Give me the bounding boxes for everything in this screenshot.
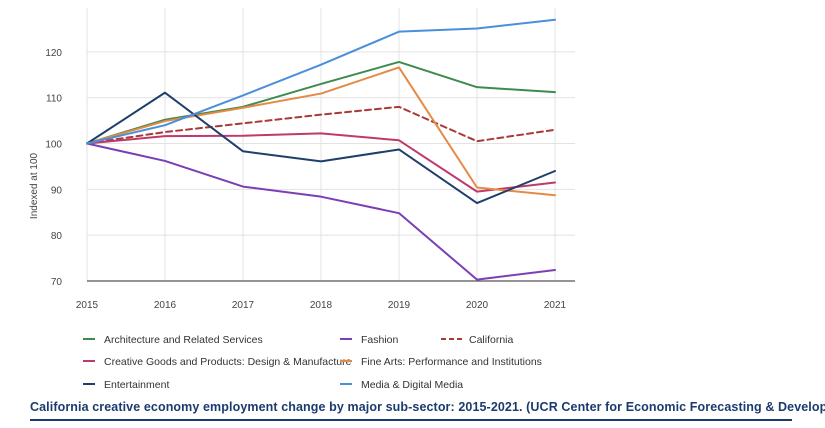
y-tick-label: 110 (46, 94, 62, 105)
y-axis-title: Indexed at 100 (29, 152, 40, 219)
y-tick-label: 120 (45, 48, 62, 59)
series-line-media-digital-media (86, 18, 556, 145)
x-tick-label: 2016 (154, 300, 177, 311)
series-line-entertainment (86, 91, 556, 205)
grid-lines (86, 8, 575, 282)
x-tick-label: 2017 (232, 300, 255, 311)
x-tick-label: 2018 (310, 300, 333, 311)
legend-label: Entertainment (104, 379, 169, 391)
y-tick-label: 90 (51, 185, 63, 196)
y-tick-label: 80 (51, 231, 63, 242)
series-line-architecture-and-related-services (86, 60, 556, 145)
x-tick-label: 2021 (544, 300, 567, 311)
y-tick-label: 70 (51, 277, 63, 288)
legend-label: Fine Arts: Performance and Institutions (361, 356, 542, 368)
legend-label: Architecture and Related Services (104, 334, 263, 346)
y-tick-labels: 70 80 90 100 110 120 (45, 48, 62, 288)
series-line-fine-arts-performance-and-institutions (86, 66, 556, 197)
x-tick-label: 2020 (466, 300, 489, 311)
line-chart: 70 80 90 100 110 120 2015 2016 2017 2018 2019 2020… (29, 8, 575, 391)
x-tick-label: 2015 (76, 300, 99, 311)
series-line-california (86, 105, 556, 145)
x-tick-label: 2019 (388, 300, 411, 311)
y-tick-label: 100 (45, 140, 62, 151)
legend-label: California (469, 334, 514, 346)
chart-caption: California creative economy employment c… (30, 400, 825, 421)
legend: Architecture and Related Services Fashion… (83, 334, 542, 391)
legend-label: Creative Goods and Products: Design & Ma… (104, 356, 352, 368)
x-tick-labels: 2015 2016 2017 2018 2019 2020 2021 (76, 300, 567, 311)
series-line-fashion (86, 142, 556, 281)
series-lines (86, 18, 556, 281)
series-line-creative-goods-and-products-design-manufacture (86, 132, 556, 193)
legend-label: Fashion (361, 334, 399, 346)
legend-label: Media & Digital Media (361, 379, 463, 391)
